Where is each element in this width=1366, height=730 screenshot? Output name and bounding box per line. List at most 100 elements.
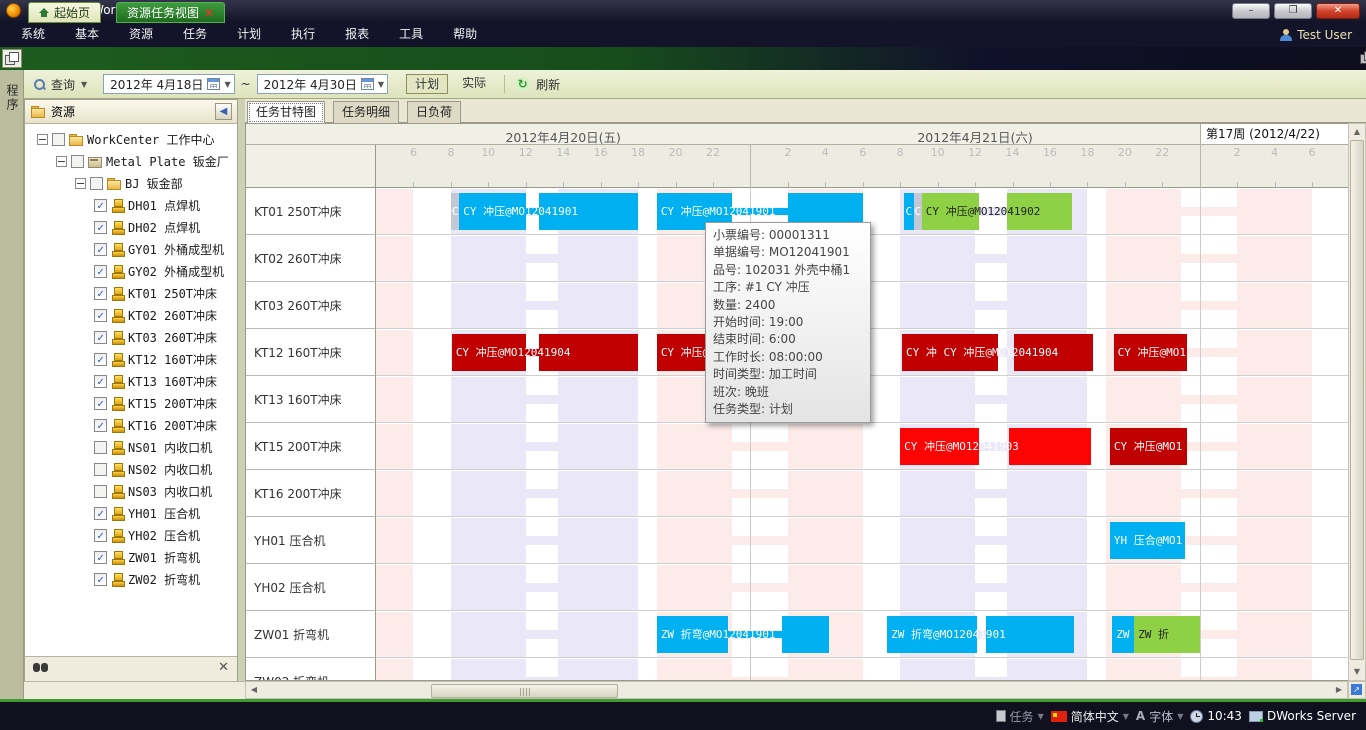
gantt-bar[interactable] [538,193,639,230]
panel-windows-icon[interactable] [2,49,22,68]
panel-collapse-button[interactable]: ◀ [215,103,232,120]
checkbox[interactable]: ✓ [94,418,107,432]
checkbox[interactable]: ✓ [94,506,107,520]
checkbox[interactable] [94,462,107,476]
gantt-bar[interactable] [903,193,914,230]
gantt-bar[interactable] [1006,193,1073,230]
gantt-bar[interactable] [451,334,526,371]
status-task-menu[interactable]: 任务 ▼ [995,708,1044,725]
menu-item-8[interactable]: 帮助 [453,27,478,41]
menu-item-1[interactable]: 基本 [75,27,100,41]
checkbox[interactable] [94,484,107,498]
gantt-bar[interactable] [538,334,639,371]
vertical-scrollbar[interactable]: ▲ ▼ [1348,123,1366,681]
gantt-bar[interactable] [459,193,526,230]
close-button[interactable]: ✕ [1316,3,1360,19]
gantt-bar[interactable] [1111,616,1135,653]
tree-item-kt16[interactable]: ✓ KT16 200T冲床 [94,414,217,436]
refresh-button[interactable]: 刷新 [536,77,561,92]
checkbox[interactable]: ✓ [94,242,107,256]
tree-item-kt01[interactable]: ✓ KT01 250T冲床 [94,282,217,304]
checkbox[interactable]: ✓ [94,308,107,322]
checkbox[interactable]: ✓ [94,330,107,344]
gantt-bar[interactable] [1113,334,1187,371]
date-from-picker[interactable]: 2012年 4月18日 ▼ [103,74,235,94]
tree-expander-icon[interactable] [37,133,48,145]
menu-item-4[interactable]: 计划 [237,27,262,41]
checkbox[interactable]: ✓ [94,352,107,366]
tree-item-ns03[interactable]: NS03 内收口机 [94,480,212,502]
checkbox[interactable]: ✓ [94,286,107,300]
horizontal-scroll-thumb[interactable] [431,684,618,698]
gantt-bar[interactable] [887,616,977,653]
checkbox[interactable] [52,132,65,146]
checkbox[interactable]: ✓ [94,396,107,410]
tree-item-dh01[interactable]: ✓ DH01 点焊机 [94,194,200,216]
tree-item-bj[interactable]: BJ 钣金部 [75,172,183,194]
gantt-bar[interactable] [1008,428,1092,465]
date-to-dropdown-icon[interactable]: ▼ [377,79,385,89]
menu-item-5[interactable]: 执行 [291,27,316,41]
gantt-bar[interactable] [902,334,998,371]
tree-item-dh02[interactable]: ✓ DH02 点焊机 [94,216,200,238]
menu-item-2[interactable]: 资源 [129,27,154,41]
minimize-button[interactable]: – [1232,3,1270,19]
menu-item-0[interactable]: 系统 [21,27,46,41]
gantt-bar[interactable] [986,616,1075,653]
scroll-left-icon[interactable]: ◀ [250,685,258,694]
scroll-right-icon[interactable]: ▶ [1335,685,1343,694]
actual-toggle-button[interactable]: 实际 [462,76,487,90]
tree-item-kt03[interactable]: ✓ KT03 260T冲床 [94,326,217,348]
date-from-dropdown-icon[interactable]: ▼ [224,79,231,89]
gantt-tab-2[interactable]: 日负荷 [407,101,462,123]
checkbox[interactable] [71,154,84,168]
tree-item-ns01[interactable]: NS01 内收口机 [94,436,212,458]
gantt-bar[interactable] [1014,334,1093,371]
gantt-bar[interactable] [1109,522,1185,559]
checkbox[interactable]: ✓ [94,572,107,586]
gantt-bar[interactable] [921,193,979,230]
tree-expander-icon[interactable] [56,155,67,167]
restore-button[interactable]: ❐ [1274,3,1312,19]
checkbox[interactable]: ✓ [94,264,107,278]
panel-splitter[interactable] [238,99,245,681]
date-to-picker[interactable]: 2012年 4月30日 ▼ [256,74,389,94]
tree-item-zw01[interactable]: ✓ ZW01 折弯机 [94,546,200,568]
user-area[interactable]: Test User [1280,22,1352,47]
menu-item-6[interactable]: 报表 [345,27,370,41]
gantt-tab-1[interactable]: 任务明细 [333,101,400,123]
tree-item-metal[interactable]: Metal Plate 钣金厂 [56,150,229,172]
tab-close-icon[interactable]: ✕ [204,5,215,20]
scroll-up-icon[interactable]: ▲ [1353,127,1361,136]
gantt-bar[interactable] [1109,428,1187,465]
tree-item-kt02[interactable]: ✓ KT02 260T冲床 [94,304,217,326]
gantt-bar[interactable] [450,193,460,230]
tab-start-page[interactable]: 起始页 [28,2,102,23]
tree-item-yh02[interactable]: ✓ YH02 压合机 [94,524,200,546]
checkbox[interactable]: ✓ [94,550,107,564]
checkbox[interactable]: ✓ [94,374,107,388]
gantt-bar[interactable] [1134,616,1200,653]
tree-item-zw02[interactable]: ✓ ZW02 折弯机 [94,568,200,590]
gantt-bar[interactable] [782,616,830,653]
tab-resource-task-view[interactable]: 资源任务视图 ✕ [116,2,226,23]
query-dropdown-icon[interactable]: ▼ [81,79,88,89]
gantt-bar[interactable] [900,428,979,465]
tree-expander-icon[interactable] [75,177,86,189]
gantt-bar[interactable] [656,616,728,653]
menu-item-7[interactable]: 工具 [399,27,424,41]
query-button[interactable]: 查询 [51,77,76,92]
expand-corner-button[interactable]: ↗ [1348,681,1366,699]
tree-item-kt12[interactable]: ✓ KT12 160T冲床 [94,348,217,370]
tree-item-yh01[interactable]: ✓ YH01 压合机 [94,502,200,524]
plan-toggle-button[interactable]: 计划 [406,74,449,94]
gantt-tab-0[interactable]: 任务甘特图 [247,101,326,124]
horizontal-scrollbar[interactable]: ◀ ▶ [245,681,1348,699]
scroll-down-icon[interactable]: ▼ [1353,667,1361,676]
tree-item-gy01[interactable]: ✓ GY01 外桶成型机 [94,238,224,260]
tree-item-gy02[interactable]: ✓ GY02 外桶成型机 [94,260,224,282]
checkbox[interactable] [94,440,107,454]
clear-filter-icon[interactable]: ✕ [218,660,229,675]
collapsed-program-panel[interactable] [0,70,24,699]
status-font-menu[interactable]: A 字体 ▼ [1136,708,1183,725]
